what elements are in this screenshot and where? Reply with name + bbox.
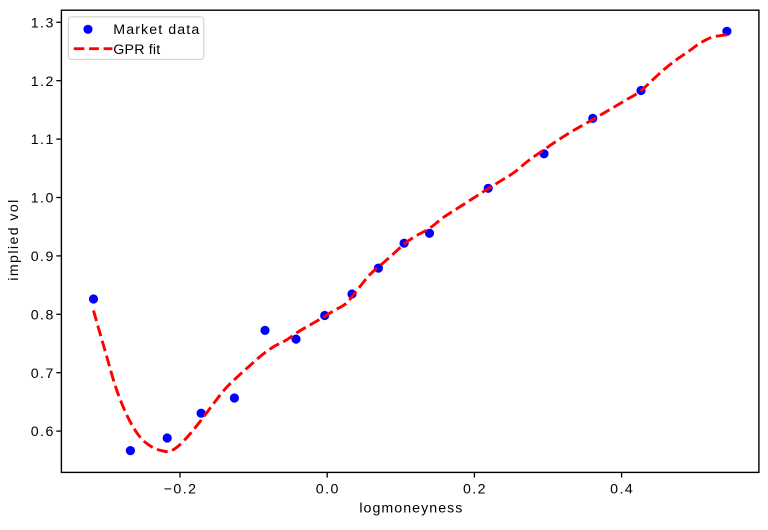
svg-text:0.8: 0.8	[31, 307, 55, 323]
svg-text:1.0: 1.0	[31, 191, 55, 207]
svg-text:GPR fit: GPR fit	[113, 42, 160, 58]
svg-text:logmoneyness: logmoneyness	[359, 501, 463, 517]
svg-text:1.3: 1.3	[31, 15, 55, 31]
svg-text:0.6: 0.6	[31, 424, 55, 440]
svg-text:1.1: 1.1	[31, 132, 55, 148]
svg-text:0.4: 0.4	[610, 481, 634, 497]
svg-text:−0.2: −0.2	[164, 481, 198, 497]
svg-text:0.7: 0.7	[31, 366, 55, 382]
svg-text:implied vol: implied vol	[6, 198, 22, 280]
svg-text:0.0: 0.0	[316, 481, 340, 497]
svg-text:1.2: 1.2	[31, 74, 55, 90]
svg-text:Market data: Market data	[113, 22, 200, 38]
svg-text:0.9: 0.9	[31, 249, 55, 265]
svg-text:0.2: 0.2	[463, 481, 487, 497]
